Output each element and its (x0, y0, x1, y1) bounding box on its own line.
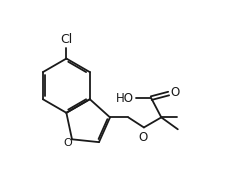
Text: HO: HO (116, 92, 134, 105)
Text: O: O (64, 138, 72, 148)
Text: Cl: Cl (60, 33, 72, 46)
Text: O: O (170, 86, 180, 99)
Text: O: O (138, 132, 147, 145)
